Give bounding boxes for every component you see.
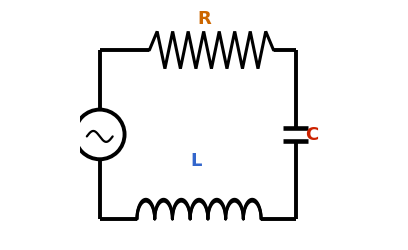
Text: C: C bbox=[305, 126, 319, 144]
Text: L: L bbox=[191, 152, 202, 170]
Text: R: R bbox=[197, 10, 211, 28]
